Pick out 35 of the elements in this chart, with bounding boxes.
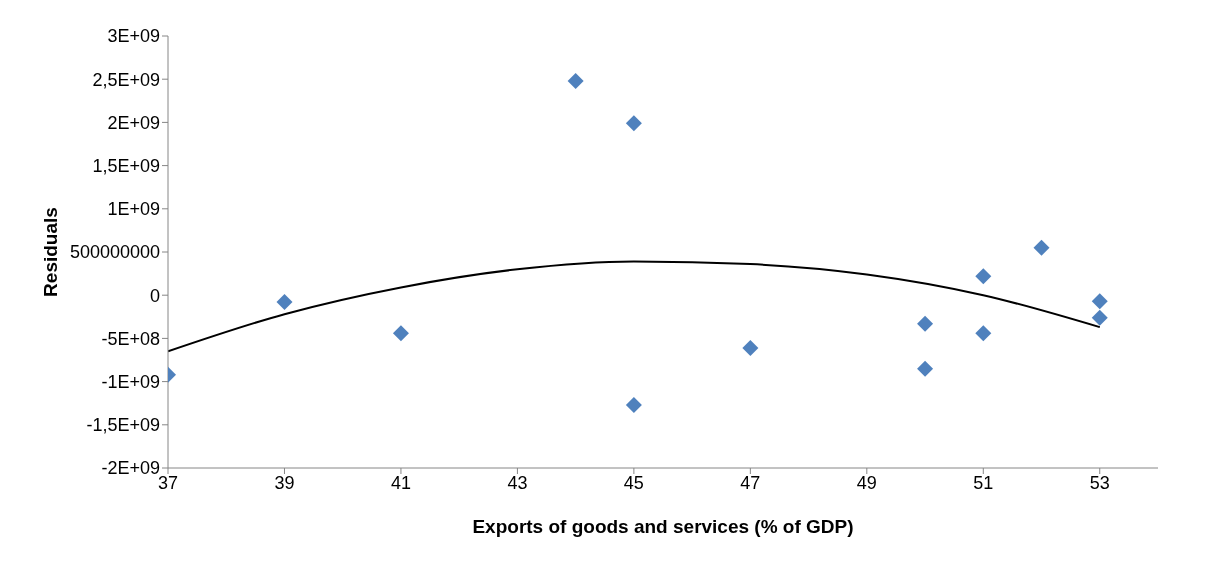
point [276, 294, 293, 311]
x-tick-label: 49 [856, 472, 877, 493]
point [742, 339, 759, 356]
y-tick-label: -2E+09 [101, 458, 160, 479]
y-tick-label: 3E+09 [107, 26, 160, 47]
y-tick-label: 1E+09 [107, 199, 160, 220]
point [625, 396, 642, 413]
point [1033, 239, 1050, 256]
point [917, 360, 934, 377]
x-tick-label: 39 [274, 472, 295, 493]
point [1091, 293, 1108, 310]
x-tick-label: 43 [507, 472, 528, 493]
y-tick-label: -1E+09 [101, 371, 160, 392]
point [975, 325, 992, 342]
x-tick-label: 37 [157, 472, 179, 493]
y-tick-label: 2E+09 [107, 112, 160, 133]
y-tick-label: 2,5E+09 [92, 69, 160, 90]
x-tick-label: 45 [623, 472, 644, 493]
y-tick-label: -5E+08 [101, 328, 160, 349]
point [625, 115, 642, 132]
point [917, 315, 934, 332]
x-axis-title: Exports of goods and services (% of GDP) [472, 516, 854, 537]
x-tick-label: 53 [1089, 472, 1110, 493]
x-tick-label: 47 [740, 472, 761, 493]
point [392, 325, 409, 342]
x-tick-label: 41 [390, 472, 411, 493]
point [567, 72, 584, 89]
point [975, 268, 992, 285]
point [1091, 309, 1108, 326]
y-tick-label: 0 [149, 285, 160, 306]
y-axis-title: Residuals [39, 207, 61, 297]
y-tick-label: -1,5E+09 [86, 415, 160, 436]
y-tick-label: 1,5E+09 [92, 155, 160, 176]
y-tick-label: 500000000 [69, 242, 160, 263]
x-tick-label: 51 [973, 472, 994, 493]
